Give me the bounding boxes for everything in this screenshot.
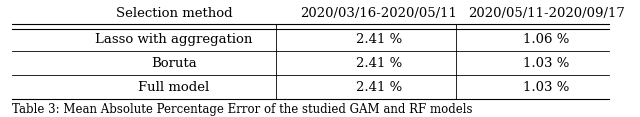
Text: 2.41 %: 2.41 % [356,57,402,70]
Text: Full model: Full model [138,81,209,94]
Text: 1.03 %: 1.03 % [524,81,570,94]
Text: Selection method: Selection method [116,7,232,20]
Text: Table 3: Mean Absolute Percentage Error of the studied GAM and RF models: Table 3: Mean Absolute Percentage Error … [12,103,473,116]
Text: 1.06 %: 1.06 % [524,33,570,46]
Text: 2.41 %: 2.41 % [356,81,402,94]
Text: Lasso with aggregation: Lasso with aggregation [95,33,253,46]
Text: 2.41 %: 2.41 % [356,33,402,46]
Text: Boruta: Boruta [151,57,196,70]
Text: 2020/05/11-2020/09/17: 2020/05/11-2020/09/17 [468,7,625,20]
Text: 2020/03/16-2020/05/11: 2020/03/16-2020/05/11 [300,7,458,20]
Text: 1.03 %: 1.03 % [524,57,570,70]
